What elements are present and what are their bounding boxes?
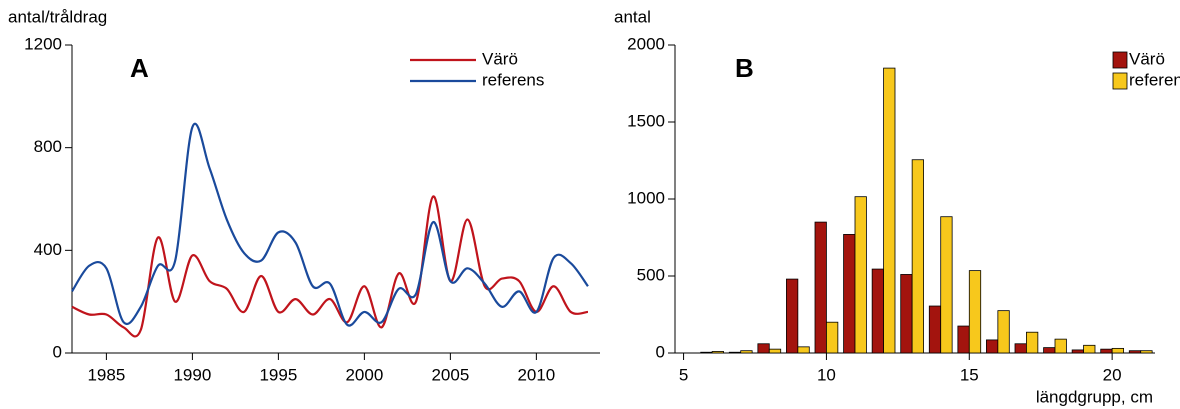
bar <box>997 310 1010 354</box>
bar <box>728 351 742 354</box>
bar <box>940 216 953 354</box>
bar <box>928 305 942 354</box>
x-tick-label: 1990 <box>173 365 211 384</box>
bar <box>814 221 827 354</box>
bar <box>900 274 913 354</box>
bar <box>1043 347 1056 354</box>
bar <box>843 234 856 354</box>
line-series <box>71 122 589 327</box>
y-tick-label: 500 <box>637 265 665 284</box>
bar <box>1071 349 1084 354</box>
y-axis-title: antal/tråldrag <box>8 7 107 26</box>
bar <box>711 351 724 354</box>
legend-swatch <box>1112 72 1128 90</box>
panel-label: A <box>130 53 149 83</box>
bar <box>768 348 782 354</box>
y-tick-label: 1200 <box>24 34 62 53</box>
x-tick-label: 1995 <box>259 365 297 384</box>
legend-label: referens <box>482 70 544 89</box>
bar <box>1026 331 1039 354</box>
bar <box>700 351 713 354</box>
x-axis-title: längdgrupp, cm <box>1036 387 1153 406</box>
bar <box>871 268 884 354</box>
y-tick-label: 1500 <box>627 111 665 130</box>
x-tick-label: 2005 <box>431 365 469 384</box>
bar <box>883 67 896 354</box>
y-tick-label: 400 <box>34 240 62 259</box>
y-tick-label: 1000 <box>627 188 665 207</box>
bar <box>740 350 753 354</box>
bar <box>757 343 770 354</box>
bar <box>1128 350 1142 354</box>
panel-label: B <box>735 53 754 83</box>
legend-label: Värö <box>1129 49 1165 68</box>
bar <box>1083 344 1096 354</box>
legend-label: referens <box>1129 70 1180 89</box>
x-tick-label: 5 <box>679 365 688 384</box>
bar <box>786 278 799 354</box>
bar <box>1054 338 1067 354</box>
bar <box>1140 350 1153 354</box>
y-tick-label: 800 <box>34 137 62 156</box>
bar <box>986 339 999 354</box>
x-tick-label: 10 <box>817 365 836 384</box>
x-tick-label: 1985 <box>87 365 125 384</box>
y-axis-title: antal <box>614 7 651 26</box>
bar <box>854 196 867 354</box>
bar <box>1014 343 1027 354</box>
bar <box>968 270 982 354</box>
line-series <box>71 195 589 338</box>
x-tick-label: 2000 <box>345 365 383 384</box>
bar <box>911 159 924 354</box>
bar <box>826 321 839 354</box>
x-tick-label: 15 <box>960 365 979 384</box>
x-tick-label: 20 <box>1103 365 1122 384</box>
y-tick-label: 2000 <box>627 34 665 53</box>
bar <box>1100 348 1113 354</box>
bar <box>797 346 810 354</box>
bar <box>1111 347 1124 354</box>
y-tick-label: 0 <box>656 342 665 361</box>
legend-swatch <box>1112 51 1128 69</box>
bar <box>957 325 970 354</box>
x-tick-label: 2010 <box>517 365 555 384</box>
y-tick-label: 0 <box>53 342 62 361</box>
legend-label: Värö <box>482 49 518 68</box>
